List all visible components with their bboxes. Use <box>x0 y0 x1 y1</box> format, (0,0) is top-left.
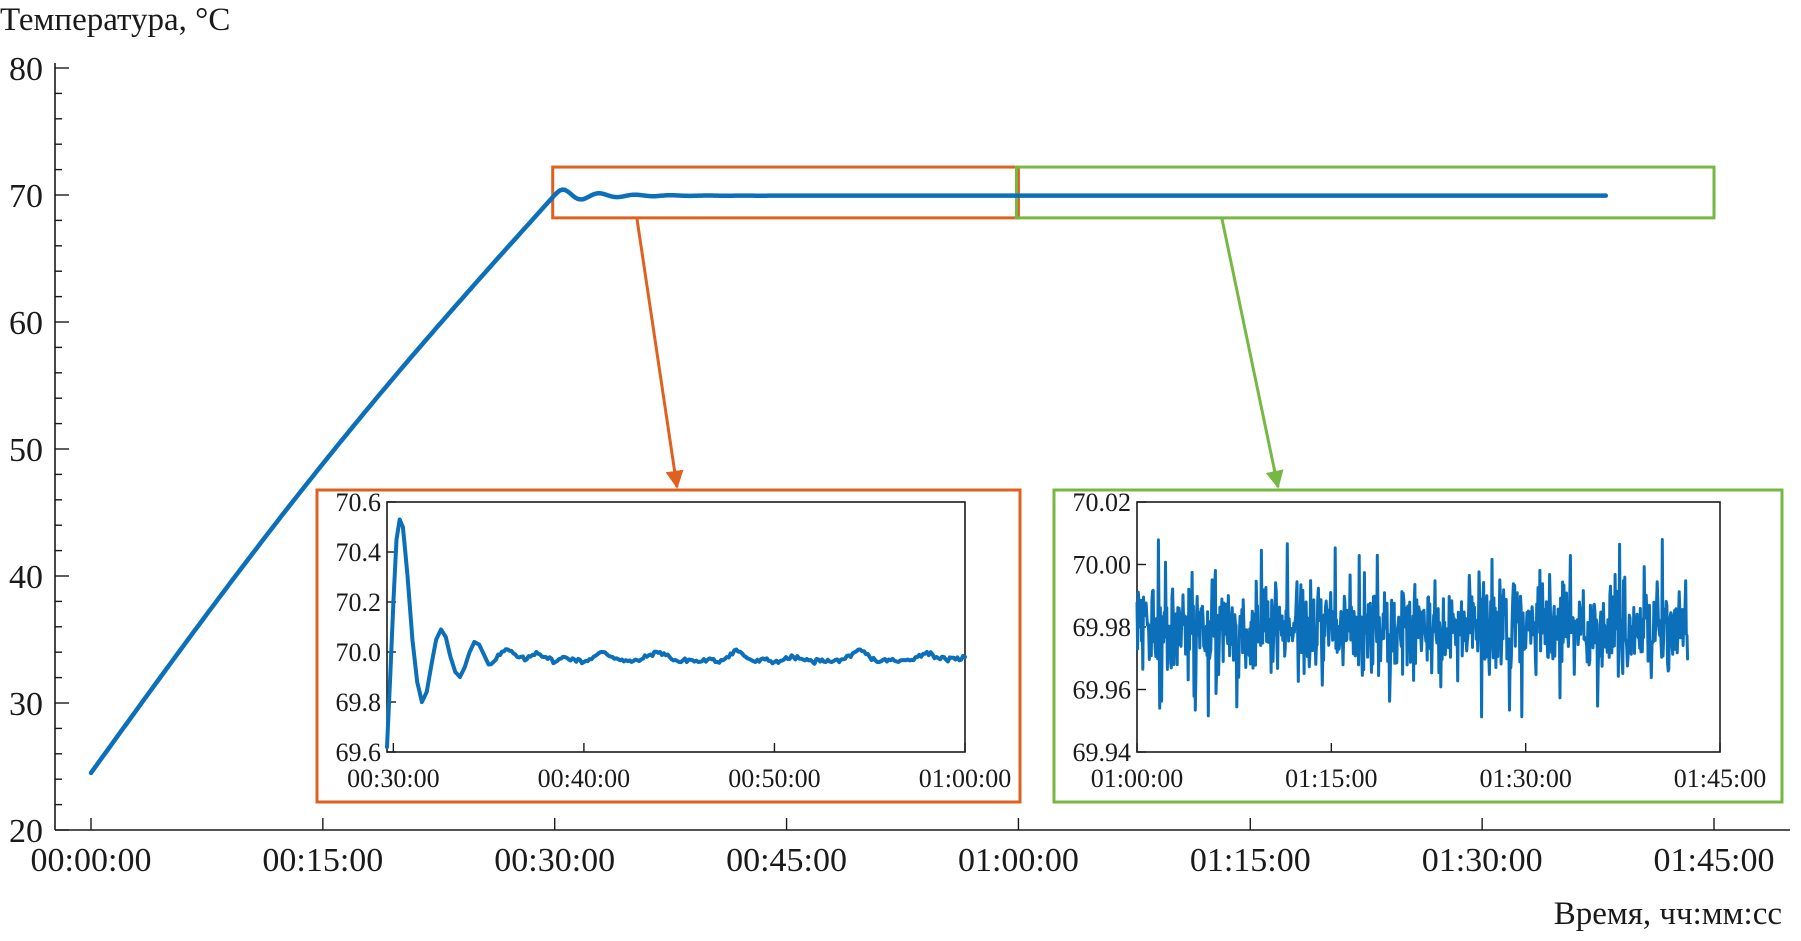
highlight-box <box>1014 165 1716 220</box>
inset-1-temperature-series <box>385 517 967 749</box>
x-tick-label: 00:50:00 <box>728 764 820 793</box>
x-tick-label: 00:40:00 <box>538 764 630 793</box>
y-tick-label: 70.6 <box>336 488 382 517</box>
x-tick-label: 01:45:00 <box>1674 764 1766 793</box>
x-axis-label: Время, чч:мм:сс <box>1554 896 1782 932</box>
x-tick-label: 01:00:00 <box>919 764 1011 793</box>
x-tick-label: 01:45:00 <box>1654 842 1775 879</box>
y-tick-label: 69.6 <box>336 738 382 767</box>
connector-arrow-green <box>1220 218 1284 489</box>
x-tick-label: 00:00:00 <box>31 842 152 879</box>
y-axis-label: Температура, °C <box>0 2 230 38</box>
y-tick-label: 70 <box>9 178 43 215</box>
inset-2: 01:00:00 01:15:00 01:30:00 01:45:00 69.94 69.… <box>1052 488 1784 804</box>
x-tick-label: 00:30:00 <box>347 764 439 793</box>
y-tick-label: 70.4 <box>336 538 382 567</box>
zoom-connectors <box>635 218 1284 489</box>
y-tick-label: 30 <box>9 686 43 723</box>
y-tick-label: 50 <box>9 432 43 469</box>
y-tick-label: 60 <box>9 305 43 342</box>
x-tick-label: 01:30:00 <box>1479 764 1571 793</box>
y-tick-label: 69.8 <box>336 688 382 717</box>
y-tick-label: 40 <box>9 559 43 596</box>
inset-1: 00:30:00 00:40:00 00:50:00 01:00:00 69.6 69.8… <box>315 488 1022 804</box>
x-tick-label: 00:30:00 <box>494 842 615 879</box>
inset-1-plot-area <box>386 501 966 753</box>
x-tick-label: 00:15:00 <box>262 842 383 879</box>
inset-1-border <box>315 488 1022 804</box>
y-tick-label: 69.98 <box>1073 613 1132 642</box>
inset-2-temperature-series <box>1135 538 1690 719</box>
y-tick-label: 69.96 <box>1073 676 1132 705</box>
y-tick-label: 20 <box>9 813 43 850</box>
x-tick-label: 01:00:00 <box>1091 764 1183 793</box>
y-tick-label: 70.00 <box>1073 551 1132 580</box>
x-tick-label: 01:15:00 <box>1190 842 1311 879</box>
y-tick-label: 70.02 <box>1073 488 1132 517</box>
y-tick-label: 80 <box>9 51 43 88</box>
x-tick-label: 01:30:00 <box>1422 842 1543 879</box>
y-tick-label: 69.94 <box>1073 738 1132 767</box>
x-tick-label: 01:15:00 <box>1285 764 1377 793</box>
y-tick-label: 70.2 <box>336 588 382 617</box>
y-tick-label: 70.0 <box>336 638 382 667</box>
x-tick-label: 01:00:00 <box>958 842 1079 879</box>
x-tick-label: 00:45:00 <box>726 842 847 879</box>
highlight-box <box>551 165 1020 220</box>
connector-arrow-orange <box>635 218 684 489</box>
main-temperature-series <box>88 187 1609 776</box>
